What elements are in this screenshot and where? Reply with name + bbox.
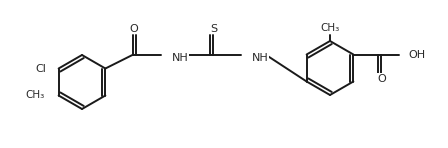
Text: O: O [377,74,386,83]
Text: NH: NH [172,53,188,62]
Text: S: S [210,24,217,33]
Text: CH₃: CH₃ [26,90,45,100]
Text: OH: OH [409,49,426,59]
Text: NH: NH [251,53,268,62]
Text: Cl: Cl [36,63,47,74]
Text: O: O [129,24,138,33]
Text: CH₃: CH₃ [320,23,340,33]
